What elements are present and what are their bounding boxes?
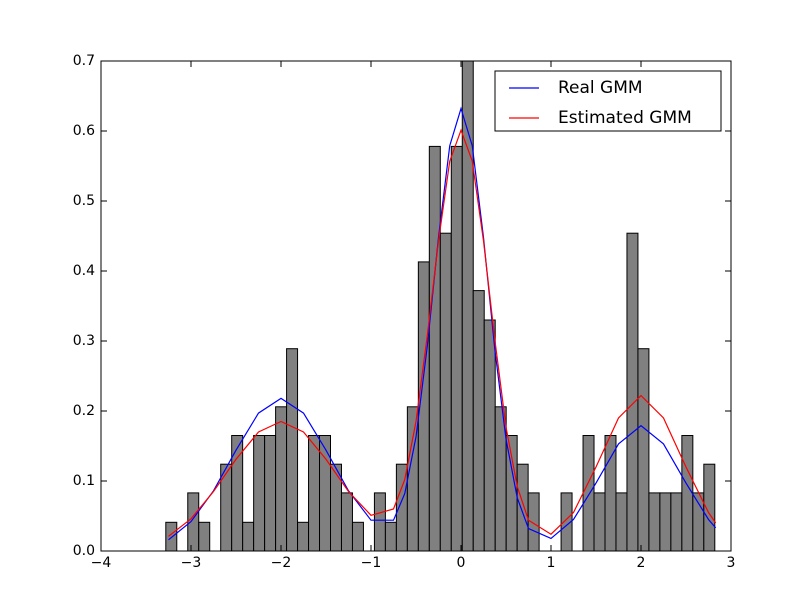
histogram-bar	[450, 145, 463, 551]
line-series	[168, 106, 717, 541]
x-tick-label: −2	[271, 555, 292, 571]
histogram-bar	[264, 435, 277, 551]
axes-frame	[100, 60, 732, 552]
x-tick-label: 2	[637, 555, 646, 571]
histogram-bar	[351, 521, 364, 551]
histogram-bar	[231, 435, 244, 551]
histogram-bar	[483, 319, 496, 551]
y-tick-label: 0.1	[73, 473, 95, 489]
histogram-bar	[516, 463, 529, 551]
histogram-bar	[648, 492, 661, 551]
histogram-bar	[187, 492, 200, 551]
histogram-bar	[439, 232, 452, 551]
x-tick-label: −3	[181, 555, 202, 571]
x-tick-label: 3	[727, 555, 736, 571]
x-tick-label: 0	[457, 555, 466, 571]
legend: Real GMM Estimated GMM	[494, 70, 722, 132]
y-tick-label: 0.6	[73, 123, 95, 139]
histogram-bar	[253, 435, 266, 551]
histogram-bar	[626, 232, 639, 551]
histogram-bar	[637, 348, 650, 551]
histogram-bar	[340, 492, 353, 551]
x-tick-label: −4	[91, 555, 112, 571]
y-tick-label: 0.3	[73, 333, 95, 349]
plot-area	[165, 61, 717, 551]
histogram-bar	[615, 492, 628, 551]
y-tick-label: 0.0	[73, 543, 95, 559]
histogram-bar	[373, 492, 386, 551]
histogram-bar	[692, 492, 705, 551]
histogram-bar	[582, 435, 595, 551]
histogram-bar	[604, 435, 617, 551]
histogram-bar	[330, 463, 342, 551]
x-tick-label: 1	[547, 555, 556, 571]
histogram-bar	[670, 492, 683, 551]
histogram-bar	[703, 463, 716, 551]
line-series	[168, 128, 717, 537]
legend-label: Real GMM	[558, 78, 643, 98]
histogram-bar	[472, 290, 485, 551]
histogram-bar	[220, 463, 233, 551]
y-tick-label: 0.2	[73, 403, 95, 419]
y-tick-label: 0.7	[73, 53, 95, 69]
histogram-bar	[198, 521, 211, 551]
y-tick-label: 0.4	[73, 263, 95, 279]
x-tick-label: −1	[361, 555, 382, 571]
histogram-bar	[461, 61, 474, 551]
histogram-bar	[681, 435, 694, 551]
histogram-bar	[165, 521, 178, 551]
histogram-bar	[527, 492, 540, 551]
histogram-bar	[242, 521, 255, 551]
histogram-bar	[286, 348, 299, 551]
histogram-bar	[384, 521, 397, 551]
histogram-bar	[297, 521, 310, 551]
y-tick-label: 0.5	[73, 193, 95, 209]
legend-box	[494, 70, 722, 132]
histogram-bar	[593, 492, 606, 551]
histogram-bar	[308, 435, 321, 551]
histogram-bar	[505, 435, 518, 551]
histogram-bar	[659, 492, 672, 551]
histogram-bar	[428, 145, 441, 551]
histogram-bar	[275, 406, 288, 551]
legend-label: Estimated GMM	[558, 108, 692, 128]
